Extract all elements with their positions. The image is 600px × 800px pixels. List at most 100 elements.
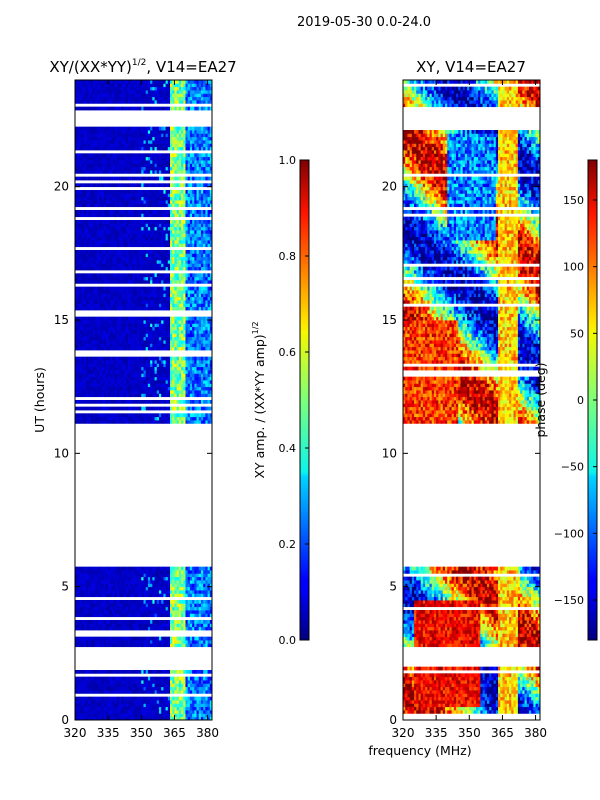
heatmap-cell — [170, 580, 173, 584]
heatmap-cell — [128, 640, 131, 644]
heatmap-cell — [97, 253, 100, 258]
heatmap-cell — [178, 686, 182, 691]
heatmap-cell — [196, 280, 200, 284]
heatmap-cell — [128, 383, 131, 388]
heatmap-cell — [181, 593, 184, 598]
heatmap-cell — [189, 713, 193, 718]
heatmap-cell — [101, 580, 105, 584]
heatmap-cell — [172, 240, 175, 244]
heatmap-cell — [176, 366, 180, 371]
heatmap-cell — [209, 620, 212, 624]
heatmap-cell — [128, 370, 131, 374]
heatmap-cell — [83, 296, 87, 301]
heatmap-cell — [174, 620, 178, 624]
heatmap-cell — [205, 286, 208, 291]
heatmap-cell — [130, 636, 133, 641]
heatmap-cell — [158, 366, 162, 371]
heatmap-cell — [75, 366, 78, 371]
heatmap-cell — [189, 573, 193, 578]
heatmap-cell — [79, 700, 83, 704]
heatmap-cell — [185, 570, 189, 574]
heatmap-cell — [141, 263, 144, 268]
heatmap-cell — [154, 636, 158, 641]
heatmap-cell — [200, 290, 204, 294]
heatmap-cell — [158, 580, 162, 584]
heatmap-cell — [205, 703, 208, 708]
heatmap-cell — [103, 416, 107, 421]
heatmap-cell — [154, 670, 158, 674]
heatmap-cell — [116, 620, 120, 624]
heatmap-cell — [88, 690, 91, 694]
heatmap-cell — [103, 696, 107, 701]
heatmap-cell — [128, 250, 131, 254]
heatmap-cell — [200, 626, 204, 631]
heatmap-cell — [158, 386, 162, 391]
heatmap-cell — [92, 593, 96, 598]
heatmap-cell — [185, 320, 189, 324]
heatmap-cell — [194, 346, 197, 351]
heatmap-cell — [83, 690, 87, 694]
heatmap-cell — [88, 416, 91, 421]
heatmap-cell — [145, 303, 149, 308]
heatmap-cell — [75, 260, 78, 264]
heatmap-cell — [143, 696, 147, 701]
heatmap-cell — [181, 670, 184, 674]
heatmap-cell — [196, 266, 200, 271]
heatmap-cell — [189, 706, 193, 711]
heatmap-cell — [88, 420, 91, 424]
heatmap-cell — [110, 593, 113, 598]
heatmap-cell — [178, 316, 182, 321]
heatmap-cell — [163, 716, 166, 720]
heatmap-cell — [79, 690, 83, 694]
heatmap-cell — [178, 356, 182, 361]
heatmap-cell — [158, 250, 162, 254]
heatmap-cell — [181, 273, 184, 278]
heatmap-cell — [110, 266, 113, 271]
heatmap-cell — [176, 713, 180, 718]
heatmap-cell — [90, 236, 94, 241]
heatmap-cell — [161, 333, 164, 338]
heatmap-cell — [83, 286, 87, 291]
heatmap-cell — [167, 376, 171, 381]
heatmap-cell — [194, 590, 197, 594]
heatmap-cell — [123, 593, 127, 598]
heatmap-cell — [108, 703, 111, 708]
heatmap-cell — [92, 296, 96, 301]
heatmap-cell — [141, 290, 144, 294]
heatmap-cell — [172, 606, 175, 611]
heatmap-cell — [170, 683, 173, 688]
heatmap-cell — [119, 570, 122, 574]
heatmap-cell — [125, 233, 129, 238]
heatmap-cell — [116, 343, 120, 348]
heatmap-cell — [203, 570, 206, 574]
heatmap-cell — [97, 610, 100, 614]
heatmap-cell — [125, 640, 129, 644]
heatmap-cell — [81, 370, 85, 374]
heatmap-cell — [200, 336, 204, 341]
heatmap-cell — [147, 360, 151, 364]
heatmap-cell — [130, 590, 133, 594]
heatmap-cell — [185, 683, 189, 688]
heatmap-cell — [75, 326, 78, 331]
heatmap-cell — [139, 346, 142, 351]
heatmap-cell — [116, 276, 120, 281]
heatmap-cell — [207, 620, 211, 624]
heatmap-cell — [167, 240, 171, 244]
heatmap-cell — [154, 296, 158, 301]
heatmap-cell — [161, 416, 164, 421]
heatmap-cell — [119, 690, 122, 694]
heatmap-cell — [75, 256, 78, 261]
heatmap-cell — [174, 676, 178, 681]
heatmap-cell — [161, 640, 164, 644]
heatmap-cell — [136, 243, 140, 248]
heatmap-cell — [167, 340, 171, 344]
heatmap-cell — [125, 333, 129, 338]
heatmap-cell — [163, 363, 166, 368]
heatmap-cell — [161, 626, 164, 631]
heatmap-cell — [123, 706, 127, 711]
heatmap-cell — [172, 716, 175, 720]
heatmap-cell — [209, 696, 212, 701]
heatmap-cell — [88, 230, 91, 234]
heatmap-cell — [116, 240, 120, 244]
heatmap-cell — [165, 600, 169, 604]
